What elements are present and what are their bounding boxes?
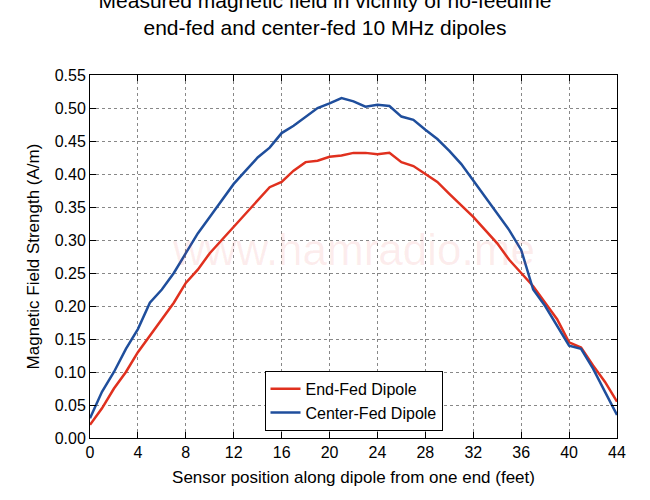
svg-text:8: 8 xyxy=(181,444,190,461)
svg-text:0.55: 0.55 xyxy=(55,67,86,84)
svg-text:0.10: 0.10 xyxy=(55,364,86,381)
svg-text:0.15: 0.15 xyxy=(55,331,86,348)
svg-text:12: 12 xyxy=(225,444,243,461)
svg-text:0.25: 0.25 xyxy=(55,265,86,282)
svg-text:36: 36 xyxy=(512,444,530,461)
svg-text:28: 28 xyxy=(416,444,434,461)
svg-text:20: 20 xyxy=(321,444,339,461)
svg-text:0.45: 0.45 xyxy=(55,133,86,150)
svg-text:Measured magnetic field in vic: Measured magnetic field in vicinity of n… xyxy=(99,0,552,39)
svg-text:Center-Fed Dipole: Center-Fed Dipole xyxy=(306,405,437,422)
svg-text:40: 40 xyxy=(560,444,578,461)
svg-text:0.05: 0.05 xyxy=(55,397,86,414)
svg-text:0.40: 0.40 xyxy=(55,166,86,183)
svg-text:0: 0 xyxy=(86,444,95,461)
svg-text:0.00: 0.00 xyxy=(55,430,86,447)
svg-text:32: 32 xyxy=(464,444,482,461)
svg-text:4: 4 xyxy=(133,444,142,461)
svg-text:0.20: 0.20 xyxy=(55,298,86,315)
svg-text:44: 44 xyxy=(608,444,626,461)
svg-text:End-Fed Dipole: End-Fed Dipole xyxy=(306,381,417,398)
svg-text:Sensor position along dipole f: Sensor position along dipole from one en… xyxy=(172,468,535,487)
svg-text:Magnetic Field Strength (A/m): Magnetic Field Strength (A/m) xyxy=(24,144,43,370)
svg-text:24: 24 xyxy=(369,444,387,461)
svg-text:0.50: 0.50 xyxy=(55,100,86,117)
svg-text:0.30: 0.30 xyxy=(55,232,86,249)
svg-text:16: 16 xyxy=(273,444,291,461)
svg-text:www.hamradio.me: www.hamradio.me xyxy=(172,225,535,274)
svg-text:0.35: 0.35 xyxy=(55,199,86,216)
